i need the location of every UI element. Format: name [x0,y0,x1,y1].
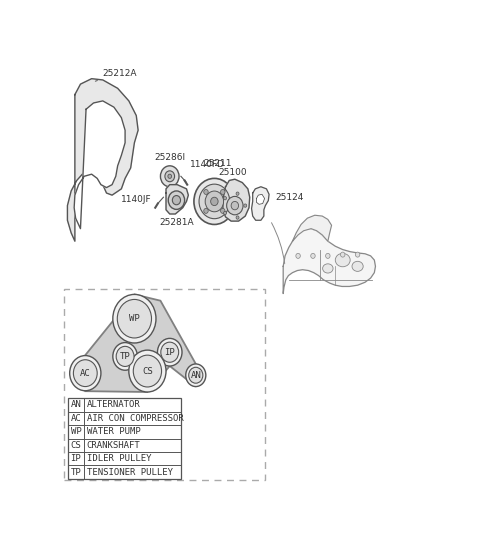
Text: 25211: 25211 [204,159,232,168]
Circle shape [205,191,224,212]
Circle shape [113,294,156,343]
Circle shape [355,252,360,257]
Text: CS: CS [71,441,82,450]
Circle shape [168,191,185,209]
Circle shape [129,350,166,392]
Polygon shape [283,228,375,294]
Text: 25212A: 25212A [96,69,137,81]
Ellipse shape [323,264,333,273]
Circle shape [340,252,345,257]
Circle shape [157,338,182,366]
Circle shape [116,347,134,367]
Text: 1140FD: 1140FD [190,160,224,169]
Circle shape [224,211,227,215]
Circle shape [172,195,180,205]
Text: CS: CS [142,367,153,375]
Polygon shape [74,101,125,228]
Circle shape [113,343,137,370]
Text: TP: TP [71,467,82,477]
Circle shape [133,355,162,387]
Text: 25100: 25100 [218,168,247,177]
Text: IDLER PULLEY: IDLER PULLEY [87,454,151,463]
Text: CRANKSHAFT: CRANKSHAFT [87,441,141,450]
Circle shape [227,196,243,215]
Circle shape [204,208,208,213]
Polygon shape [252,187,269,220]
Text: WP: WP [129,314,140,323]
Circle shape [231,201,239,210]
Circle shape [168,174,172,178]
Text: IP: IP [164,348,175,357]
Circle shape [161,342,179,362]
Circle shape [236,192,239,195]
Circle shape [189,367,203,383]
Polygon shape [67,79,138,241]
Circle shape [186,364,206,387]
Text: WP: WP [71,427,82,436]
Polygon shape [292,215,332,241]
Text: 25281A: 25281A [159,218,194,227]
Circle shape [220,189,225,195]
Polygon shape [223,179,250,221]
Polygon shape [85,294,196,392]
Circle shape [160,166,179,187]
Text: 25286I: 25286I [154,153,185,163]
Text: AIR CON COMPRESSOR: AIR CON COMPRESSOR [87,414,183,423]
Circle shape [224,196,227,200]
Text: AN: AN [191,371,201,380]
Polygon shape [166,184,188,214]
Bar [68,398,180,479]
Ellipse shape [352,261,363,271]
Text: 1140JF: 1140JF [120,195,151,204]
Text: AC: AC [71,414,82,423]
Circle shape [70,356,101,391]
Text: ALTERNATOR: ALTERNATOR [87,400,141,410]
Circle shape [117,299,152,338]
Circle shape [236,216,239,219]
Bar [64,289,265,480]
Circle shape [204,189,208,195]
Text: TP: TP [120,352,131,361]
Ellipse shape [335,254,350,267]
Text: IP: IP [71,454,82,463]
Circle shape [194,178,235,225]
Circle shape [325,254,330,258]
Text: WATER PUMP: WATER PUMP [87,427,141,436]
Polygon shape [256,194,264,205]
Circle shape [73,360,97,387]
Circle shape [244,204,247,207]
Circle shape [211,197,218,206]
Text: TENSIONER PULLEY: TENSIONER PULLEY [87,467,173,477]
Circle shape [220,208,225,213]
Text: AN: AN [71,400,82,410]
Circle shape [165,171,175,182]
Circle shape [311,254,315,258]
Circle shape [199,184,230,219]
Text: 25124: 25124 [275,193,303,202]
Text: AC: AC [80,369,91,378]
Circle shape [296,254,300,258]
